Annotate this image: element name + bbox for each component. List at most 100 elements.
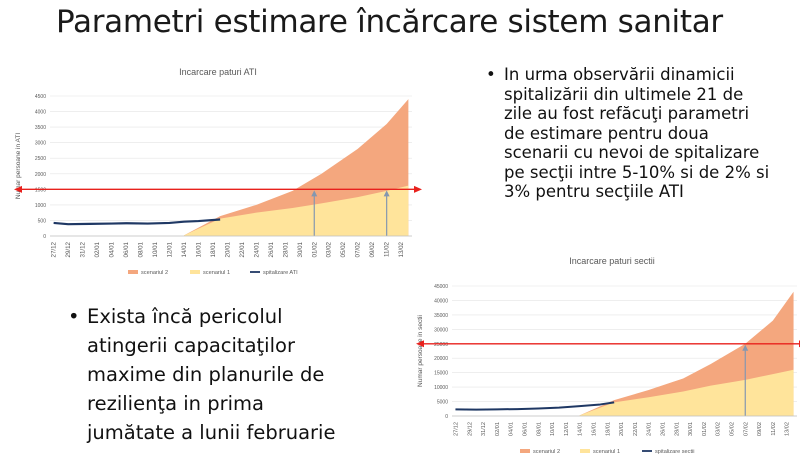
x-tick-label: 30/01	[688, 422, 694, 436]
capacity-arrowhead-right	[414, 185, 422, 193]
y-tick-label: 5000	[437, 400, 448, 406]
bullet-text-dynamics: In urma observării dinamicii spitalizări…	[504, 65, 770, 201]
y-tick-label: 30000	[434, 327, 448, 333]
legend-label: scenariul 1	[203, 270, 230, 276]
x-tick-label: 20/01	[619, 422, 625, 436]
bullet-marker: •	[68, 305, 80, 328]
legend-label: scenariul 2	[141, 270, 168, 276]
x-tick-label: 03/02	[716, 422, 722, 436]
area-scenario-1	[183, 185, 409, 236]
capacity-arrowhead-left	[416, 340, 424, 348]
y-tick-label: 20000	[434, 356, 448, 362]
legend-label: spitalizare sectii	[655, 449, 694, 455]
x-tick-label: 13/02	[785, 422, 791, 436]
x-tick-label: 01/02	[702, 422, 708, 436]
chart-title: Incarcare paturi sectii	[569, 256, 655, 266]
y-tick-label: 4500	[35, 94, 46, 100]
x-tick-label: 31/12	[80, 241, 87, 257]
x-tick-label: 27/12	[453, 422, 459, 436]
x-tick-label: 27/12	[51, 241, 58, 257]
x-tick-label: 09/02	[369, 241, 376, 257]
area-scenario-1	[579, 369, 794, 416]
x-tick-label: 06/01	[123, 241, 130, 257]
x-tick-label: 06/01	[522, 422, 528, 436]
x-tick-label: 07/02	[743, 422, 749, 436]
x-tick-label: 05/02	[340, 241, 347, 257]
slide-title: Parametri estimare încărcare sistem sani…	[56, 4, 723, 40]
y-tick-label: 0	[445, 414, 448, 420]
marker-arrowhead	[311, 190, 318, 197]
legend-swatch	[128, 270, 138, 274]
legend-swatch	[580, 449, 590, 453]
x-tick-label: 07/02	[355, 241, 362, 257]
x-tick-label: 11/02	[384, 241, 391, 257]
x-tick-label: 28/01	[674, 422, 680, 436]
line-hospitalizations	[455, 401, 615, 411]
x-tick-label: 16/01	[591, 422, 597, 436]
x-tick-label: 14/01	[181, 241, 188, 257]
x-tick-label: 01/02	[311, 241, 318, 257]
y-tick-label: 25000	[434, 342, 448, 348]
x-tick-label: 02/01	[94, 241, 101, 257]
x-tick-label: 05/02	[729, 422, 735, 436]
chart-icu: Incarcare paturi ATI 0 500 1000 1500 2000 2500…	[14, 67, 422, 276]
x-tick-label: 14/01	[578, 422, 584, 436]
x-tick-label: 29/12	[467, 422, 473, 436]
x-tick-label: 24/01	[253, 241, 260, 257]
capacity-arrowhead-left	[14, 185, 22, 193]
bullet-marker: •	[486, 65, 496, 84]
y-tick-label: 35000	[434, 313, 448, 319]
x-tick-label: 13/02	[398, 241, 405, 257]
legend-swatch	[190, 270, 200, 274]
legend-label: spitalizare ATI	[263, 270, 298, 276]
y-axis-label: Numar persoane in sectii	[417, 315, 424, 387]
chart-wards: Incarcare paturi sectii 0 5000 10000 15000 20…	[416, 256, 800, 455]
x-tick-label: 03/02	[326, 241, 333, 257]
line-hospitalizations	[53, 218, 221, 226]
x-tick-label: 09/02	[757, 422, 763, 436]
x-tick-label: 18/01	[210, 241, 217, 257]
y-tick-label: 10000	[434, 385, 448, 391]
legend-label: scenariul 1	[593, 449, 620, 455]
bullet-text-risk: Exista încă pericolul atingerii capacita…	[87, 305, 336, 444]
x-tick-label: 16/01	[195, 241, 202, 257]
x-tick-label: 11/02	[771, 422, 777, 436]
bullet-dynamics: • In urma observării dinamicii spitaliză…	[486, 65, 786, 202]
x-tick-label: 04/01	[509, 422, 515, 436]
x-tick-label: 31/12	[481, 422, 487, 436]
x-tick-label: 10/01	[152, 241, 159, 257]
x-tick-label: 08/01	[138, 241, 145, 257]
bullet-risk: • Exista încă pericolul atingerii capaci…	[68, 302, 348, 447]
y-tick-label: 45000	[434, 284, 448, 290]
x-tick-label: 20/01	[224, 241, 231, 257]
y-tick-label: 2000	[35, 172, 46, 178]
x-tick-label: 26/01	[268, 241, 275, 257]
y-tick-label: 3000	[35, 141, 46, 147]
legend-swatch	[520, 449, 530, 453]
marker-arrowhead	[383, 190, 390, 197]
y-tick-label: 1000	[35, 203, 46, 209]
y-tick-label: 3500	[35, 125, 46, 131]
x-tick-label: 08/01	[536, 422, 542, 436]
y-tick-label: 40000	[434, 298, 448, 304]
x-tick-label: 12/01	[564, 422, 570, 436]
marker-arrowhead	[742, 344, 749, 351]
y-tick-label: 1500	[35, 187, 46, 193]
x-tick-label: 30/01	[297, 241, 304, 257]
x-tick-label: 10/01	[550, 422, 556, 436]
y-tick-label: 2500	[35, 156, 46, 162]
x-tick-label: 28/01	[282, 241, 289, 257]
x-tick-label: 24/01	[647, 422, 653, 436]
x-tick-label: 04/01	[109, 241, 116, 257]
x-tick-label: 18/01	[605, 422, 611, 436]
legend-label: scenariul 2	[533, 449, 560, 455]
x-tick-label: 22/01	[633, 422, 639, 436]
x-tick-label: 02/01	[495, 422, 501, 436]
x-tick-label: 29/12	[65, 241, 72, 257]
y-tick-label: 15000	[434, 371, 448, 377]
y-tick-label: 0	[43, 234, 46, 240]
chart-title: Incarcare paturi ATI	[179, 67, 257, 77]
x-tick-label: 12/01	[166, 241, 173, 257]
x-tick-label: 26/01	[660, 422, 666, 436]
x-tick-label: 22/01	[239, 241, 246, 257]
